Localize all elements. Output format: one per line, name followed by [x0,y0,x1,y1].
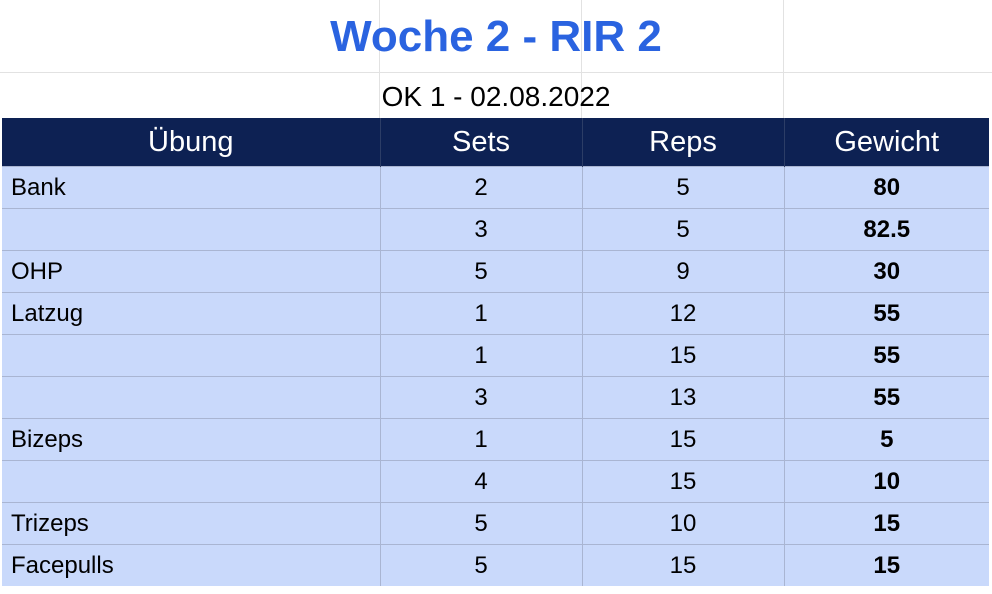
sets-cell[interactable]: 5 [379,544,582,586]
header-row: Übung Sets Reps Gewicht [2,118,989,167]
header-cell-weight[interactable]: Gewicht [783,118,989,167]
weight-cell[interactable]: 55 [783,334,989,377]
table-row: Facepulls 5 15 15 [2,544,989,586]
sets-cell[interactable]: 1 [379,418,582,461]
table-row: 1 15 55 [2,334,989,377]
reps-cell[interactable]: 15 [581,544,784,586]
exercise-cell[interactable] [2,334,380,377]
sets-cell[interactable]: 3 [379,376,582,419]
reps-cell[interactable]: 5 [581,166,784,209]
exercise-cell[interactable]: Latzug [2,292,380,335]
table-row: Trizeps 5 10 15 [2,502,989,545]
reps-cell[interactable]: 13 [581,376,784,419]
table-row: Bank 2 5 80 [2,166,989,209]
sets-cell[interactable]: 4 [379,460,582,503]
reps-cell[interactable]: 15 [581,460,784,503]
table-row: 3 13 55 [2,376,989,419]
weight-cell[interactable]: 80 [783,166,989,209]
weight-cell[interactable]: 15 [783,502,989,545]
table-row: 4 15 10 [2,460,989,503]
weight-cell[interactable]: 30 [783,250,989,293]
header-cell-sets[interactable]: Sets [379,118,582,167]
weight-cell[interactable]: 82.5 [783,208,989,251]
reps-cell[interactable]: 10 [581,502,784,545]
exercise-cell[interactable]: OHP [2,250,380,293]
grid-line [379,0,380,118]
title-cell[interactable]: Woche 2 - RIR 2 [0,0,992,73]
reps-cell[interactable]: 12 [581,292,784,335]
table-row: Latzug 1 12 55 [2,292,989,335]
exercise-cell[interactable] [2,460,380,503]
grid-line [783,0,784,118]
workout-table: Übung Sets Reps Gewicht Bank 2 5 80 3 5 … [2,118,989,586]
exercise-cell[interactable] [2,376,380,419]
sets-cell[interactable]: 3 [379,208,582,251]
sets-cell[interactable]: 2 [379,166,582,209]
exercise-cell[interactable]: Bizeps [2,418,380,461]
sets-cell[interactable]: 5 [379,250,582,293]
weight-cell[interactable]: 55 [783,292,989,335]
header-cell-exercise[interactable]: Übung [2,118,380,167]
reps-cell[interactable]: 15 [581,418,784,461]
reps-cell[interactable]: 5 [581,208,784,251]
sheet-title: Woche 2 - RIR 2 [330,12,662,61]
sets-cell[interactable]: 1 [379,334,582,377]
exercise-cell[interactable] [2,208,380,251]
grid-line [581,0,582,118]
exercise-cell[interactable]: Trizeps [2,502,380,545]
weight-cell[interactable]: 10 [783,460,989,503]
reps-cell[interactable]: 9 [581,250,784,293]
sheet-subtitle: OK 1 - 02.08.2022 [381,80,611,112]
exercise-cell[interactable]: Facepulls [2,544,380,586]
table-row: Bizeps 1 15 5 [2,418,989,461]
table-row: 3 5 82.5 [2,208,989,251]
exercise-cell[interactable]: Bank [2,166,380,209]
sets-cell[interactable]: 5 [379,502,582,545]
header-cell-reps[interactable]: Reps [581,118,784,167]
subtitle-cell[interactable]: OK 1 - 02.08.2022 [0,73,992,118]
sets-cell[interactable]: 1 [379,292,582,335]
table-row: OHP 5 9 30 [2,250,989,293]
weight-cell[interactable]: 5 [783,418,989,461]
weight-cell[interactable]: 55 [783,376,989,419]
weight-cell[interactable]: 15 [783,544,989,586]
reps-cell[interactable]: 15 [581,334,784,377]
